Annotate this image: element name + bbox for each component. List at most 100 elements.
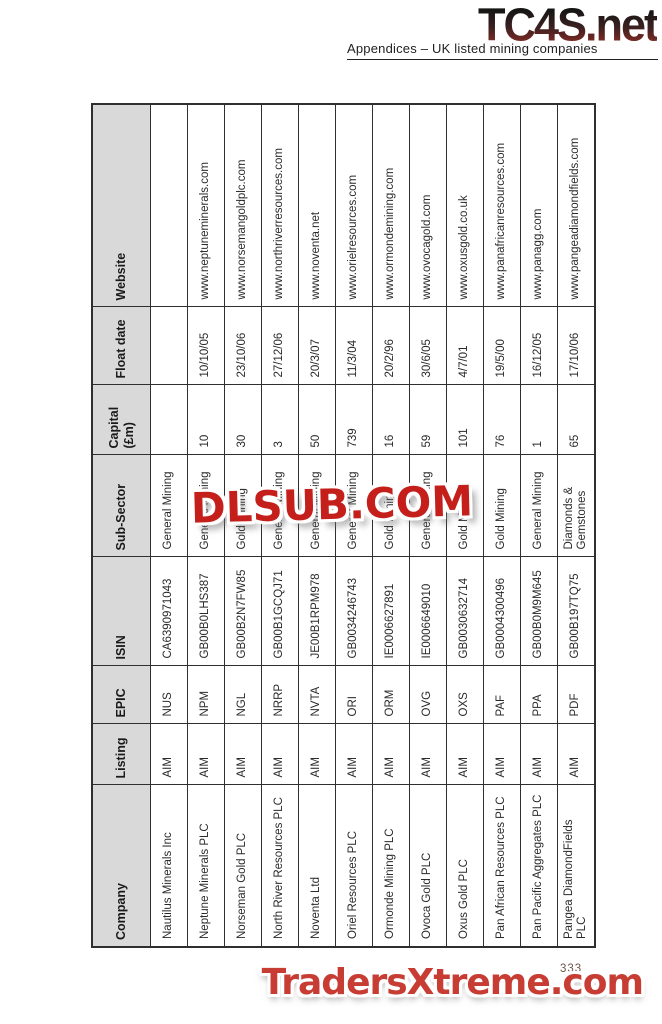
cell-isin: IE0006627891: [372, 557, 410, 666]
cell-website: www.panafricanresources.com: [483, 104, 521, 307]
cell-listing: AIM: [187, 724, 225, 785]
cell-website: www.neptuneminerals.com: [187, 104, 225, 307]
cell-epic: NRRP: [261, 666, 299, 724]
page-subtitle: Appendices – UK listed mining companies: [347, 41, 658, 60]
footer-brand: TradersXtreme.com: [261, 962, 644, 1003]
cell-listing: AIM: [520, 724, 558, 785]
cell-epic: ORI: [335, 666, 373, 724]
cell-float_date: 20/2/96: [372, 307, 410, 385]
cell-float_date: 27/12/06: [261, 307, 299, 385]
column-header-float-date: Float date: [92, 307, 151, 385]
cell-website: www.noventa.net: [298, 104, 336, 307]
cell-float_date: 10/10/05: [187, 307, 225, 385]
cell-company: Ormonde Mining PLC: [372, 785, 410, 947]
column-header-epic: EPIC: [92, 666, 151, 724]
cell-listing: AIM: [298, 724, 336, 785]
cell-epic: ORM: [372, 666, 410, 724]
cell-float_date: 11/3/04: [335, 307, 373, 385]
cell-company: Pan Pacific Aggregates PLC: [520, 785, 558, 947]
cell-float_date: 17/10/06: [557, 307, 595, 385]
cell-capital: 30: [224, 385, 262, 455]
cell-website: www.northriverresources.com: [261, 104, 299, 307]
column-header-listing: Listing: [92, 724, 151, 785]
cell-listing: AIM: [557, 724, 595, 785]
cell-company: Oriel Resources PLC: [335, 785, 373, 947]
cell-website: www.orielresources.com: [335, 104, 373, 307]
cell-company: Norseman Gold PLC: [224, 785, 262, 947]
cell-company: Oxus Gold PLC: [446, 785, 484, 947]
cell-company: Pan African Resources PLC: [483, 785, 521, 947]
cell-isin: GB0030632714: [446, 557, 484, 666]
cell-isin: CA6390971043: [150, 557, 188, 666]
table-header-row: Company Listing EPIC ISIN Sub-Sector Capital …: [92, 104, 151, 947]
cell-capital: 50: [298, 385, 336, 455]
cell-isin: JE00B1RPM978: [298, 557, 336, 666]
page-subtitle-text: Appendices – UK listed mining companies: [347, 41, 598, 56]
watermark-overlay: DLSUB.COM: [190, 476, 474, 533]
header-row: Company Listing EPIC ISIN Sub-Sector Capital …: [92, 104, 151, 947]
cell-float_date: 19/5/00: [483, 307, 521, 385]
cell-listing: AIM: [409, 724, 447, 785]
cell-company: Pangea DiamondFields PLC: [557, 785, 595, 947]
cell-isin: GB0034246743: [335, 557, 373, 666]
cell-capital: 59: [409, 385, 447, 455]
cell-isin: GB00B0M9M645: [520, 557, 558, 666]
cell-capital: 1: [520, 385, 558, 455]
cell-epic: NUS: [150, 666, 188, 724]
cell-isin: GB00B197TQ75: [557, 557, 595, 666]
cell-website: [150, 104, 188, 307]
cell-sub_sector: General Mining: [520, 455, 558, 557]
cell-website: www.oxusgold.co.uk: [446, 104, 484, 307]
cell-epic: NVTA: [298, 666, 336, 724]
cell-company: Noventa Ltd: [298, 785, 336, 947]
cell-epic: OXS: [446, 666, 484, 724]
column-header-website: Website: [92, 104, 151, 307]
cell-epic: OVG: [409, 666, 447, 724]
cell-listing: AIM: [150, 724, 188, 785]
column-header-isin: ISIN: [92, 557, 151, 666]
cell-website: www.ormondemining.com: [372, 104, 410, 307]
cell-capital: 739: [335, 385, 373, 455]
cell-listing: AIM: [446, 724, 484, 785]
column-header-capital-m: Capital (£m): [92, 385, 151, 455]
cell-isin: GB00B0LHS387: [187, 557, 225, 666]
cell-epic: NPM: [187, 666, 225, 724]
cell-capital: 101: [446, 385, 484, 455]
cell-listing: AIM: [483, 724, 521, 785]
cell-isin: GB0004300496: [483, 557, 521, 666]
column-header-sub-sector: Sub-Sector: [92, 455, 151, 557]
cell-capital: 10: [187, 385, 225, 455]
cell-company: North River Resources PLC: [261, 785, 299, 947]
cell-capital: [150, 385, 188, 455]
cell-epic: PPA: [520, 666, 558, 724]
cell-company: Neptune Minerals PLC: [187, 785, 225, 947]
cell-float_date: 4/7/01: [446, 307, 484, 385]
cell-isin: IE0006649010: [409, 557, 447, 666]
cell-website: www.norsemangoldplc.com: [224, 104, 262, 307]
cell-listing: AIM: [261, 724, 299, 785]
cell-float_date: 20/3/07: [298, 307, 336, 385]
cell-isin: GB00B2N7FW85: [224, 557, 262, 666]
cell-float_date: 30/6/05: [409, 307, 447, 385]
table-row: Pan Pacific Aggregates PLC AIM PPA GB00B0M9…: [520, 104, 558, 947]
cell-float_date: 16/12/05: [520, 307, 558, 385]
cell-epic: PAF: [483, 666, 521, 724]
cell-listing: AIM: [372, 724, 410, 785]
cell-listing: AIM: [224, 724, 262, 785]
cell-website: www.panagg.com: [520, 104, 558, 307]
table-row: Pan African Resources PLC AIM PAF GB0004300…: [483, 104, 521, 947]
tc4s-logo: TC4S.net: [477, 0, 659, 52]
column-header-company: Company: [92, 785, 151, 947]
cell-company: Ovoca Gold PLC: [409, 785, 447, 947]
page-number: 333: [560, 963, 583, 975]
cell-website: www.ovocagold.com: [409, 104, 447, 307]
cell-float_date: 23/10/06: [224, 307, 262, 385]
table-row: Pangea DiamondFields PLC AIM PDF GB00B197TQ…: [557, 104, 595, 947]
cell-listing: AIM: [335, 724, 373, 785]
cell-website: www.pangeadiamondfields.com: [557, 104, 595, 307]
cell-float_date: [150, 307, 188, 385]
cell-epic: NGL: [224, 666, 262, 724]
cell-capital: 65: [557, 385, 595, 455]
cell-epic: PDF: [557, 666, 595, 724]
cell-company: Nautilus Minerals Inc: [150, 785, 188, 947]
